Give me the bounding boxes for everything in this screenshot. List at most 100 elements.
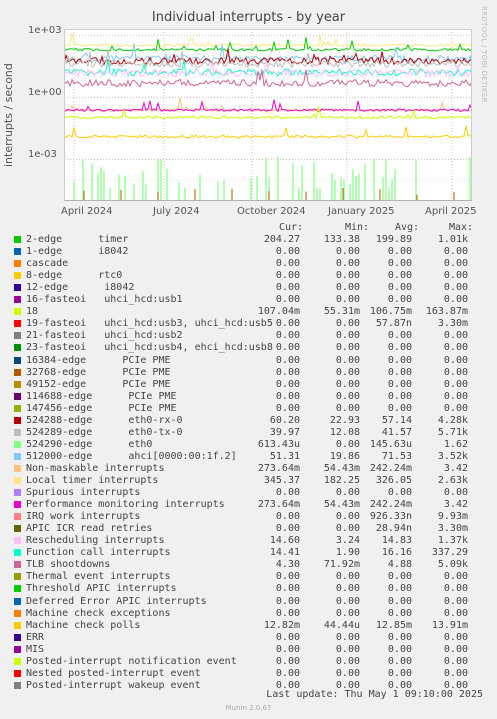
legend-min-value: 0.00 (335, 378, 360, 390)
legend-row: 147456-edge PCIe PME 0.00 0.00 0.00 0.00 (14, 403, 494, 415)
legend-avg-value: 0.00 (387, 583, 412, 595)
legend-avg-value: 16.16 (381, 547, 412, 559)
legend-label: 12-edge i8042 (26, 282, 135, 294)
col-header-min: Min: (345, 222, 370, 233)
legend-row: Performance monitoring interrupts 273.64m… (14, 499, 494, 511)
legend-cur-value: 0.00 (275, 511, 300, 523)
y-tick-label: 1e+00 (28, 87, 62, 98)
legend-label: 512000-edge ahci[0000:00:1f.2] (26, 450, 237, 462)
legend-swatch (14, 236, 21, 243)
legend-label: Function call interrupts (26, 547, 171, 559)
legend-max-value: 0.00 (443, 378, 468, 390)
legend-label: Machine check polls (26, 619, 141, 631)
legend-cur-value: 12.82m (263, 619, 300, 631)
legend-label: IRQ work interrupts (26, 511, 141, 523)
legend-label: 23-fasteoi uhci_hcd:usb4, ehci_hcd:usb8 (26, 342, 273, 354)
legend-cur-value: 273.64m (257, 499, 300, 511)
legend-cur-value: 0.00 (275, 643, 300, 655)
legend-max-value: 163.87m (425, 306, 468, 318)
legend-max-value: 3.30m (437, 523, 468, 535)
legend-max-value: 1.01k (437, 234, 468, 245)
legend-swatch (14, 573, 21, 581)
legend-min-value: 0.00 (335, 583, 360, 595)
legend-swatch (14, 633, 21, 641)
legend-min-value: 54.43m (323, 462, 360, 474)
legend-cur-value: 0.00 (275, 246, 300, 258)
legend-min-value: 44.44u (323, 619, 360, 631)
legend-label: 524290-edge eth0 (26, 438, 153, 450)
legend-row: 2-edge timer 204.27 133.38 199.89 1.01k (14, 234, 494, 246)
legend-max-value: 0.00 (443, 595, 468, 607)
legend-label: 19-fasteoi uhci_hcd:usb3, uhci_hcd:usb5 (26, 318, 273, 330)
x-tick-label: April 2024 (61, 206, 113, 217)
legend-swatch (14, 452, 21, 460)
legend-min-value: 0.00 (335, 390, 360, 402)
legend-min-value: 0.00 (335, 571, 360, 583)
legend-row: 16-fasteoi uhci_hcd:usb1 0.00 0.00 0.00 0.00 (14, 294, 494, 306)
legend-swatch (14, 657, 21, 665)
legend-avg-value: 0.00 (387, 330, 412, 342)
legend-max-value: 3.30m (437, 318, 468, 330)
legend-cur-value: 0.00 (275, 354, 300, 366)
legend-max-value: 2.63k (437, 475, 468, 486)
legend-max-value: 0.00 (443, 342, 468, 354)
legend-max-value: 5.71k (437, 426, 468, 438)
legend-label: Non-maskable interrupts (26, 462, 165, 474)
legend-label: 16-fasteoi uhci_hcd:usb1 (26, 294, 183, 306)
legend-max-value: 0.00 (443, 583, 468, 595)
legend-max-value: 0.00 (443, 607, 468, 619)
legend-swatch (14, 260, 21, 268)
legend-row: 21-fasteoi uhci_hcd:usb2 0.00 0.00 0.00 0.00 (14, 330, 494, 342)
series-line (64, 60, 472, 79)
plot-area (64, 29, 472, 201)
legend-min-value: 12.08 (329, 426, 360, 438)
legend-row: 512000-edge ahci[0000:00:1f.2] 51.31 19.86… (14, 451, 494, 463)
legend-min-value: 0.00 (335, 258, 360, 270)
legend-avg-value: 0.00 (387, 679, 412, 691)
legend-avg-value: 199.89 (375, 234, 412, 245)
legend-swatch (14, 549, 21, 557)
legend-swatch (14, 585, 21, 593)
legend-swatch (14, 561, 21, 569)
legend-row: 8-edge rtc0 0.00 0.00 0.00 0.00 (14, 270, 494, 282)
series-line (64, 50, 472, 69)
legend-avg-value: 106.75m (369, 306, 412, 318)
legend-max-value: 5.09k (437, 559, 468, 571)
legend-max-value: 0.00 (443, 354, 468, 366)
legend-row: APIC ICR read retries 0.00 0.00 28.94n 3.30m (14, 523, 494, 535)
legend-swatch (14, 669, 21, 677)
legend-row: ERR 0.00 0.00 0.00 0.00 (14, 632, 494, 644)
x-tick-label: July 2024 (153, 206, 200, 217)
legend-label: MIS (26, 643, 45, 655)
legend-row: Posted-interrupt notification event 0.00 0… (14, 656, 494, 668)
x-tick-label: January 2025 (328, 206, 395, 217)
legend-label: 147456-edge PCIe PME (26, 402, 177, 414)
legend-max-value: 0.00 (443, 330, 468, 342)
legend-avg-value: 0.00 (387, 282, 412, 294)
legend-min-value: 0.00 (335, 631, 360, 643)
legend-avg-value: 0.00 (387, 258, 412, 270)
y-tick-label: 1e-03 (28, 149, 57, 160)
legend-label: 21-fasteoi uhci_hcd:usb2 (26, 330, 183, 342)
legend-min-value: 182.25 (323, 475, 360, 486)
legend-min-value: 0.00 (335, 270, 360, 282)
legend-row: 19-fasteoi uhci_hcd:usb3, uhci_hcd:usb5 0… (14, 318, 494, 330)
legend-label: Deferred Error APIC interrupts (26, 595, 207, 607)
legend-avg-value: 57.87n (375, 318, 412, 330)
munin-version: Munin 2.0.67 (225, 704, 272, 712)
legend-avg-value: 0.00 (387, 667, 412, 679)
legend-max-value: 0.00 (443, 246, 468, 258)
legend-row: Machine check exceptions 0.00 0.00 0.00 0.00 (14, 608, 494, 620)
legend-row: 114688-edge PCIe PME 0.00 0.00 0.00 0.00 (14, 391, 494, 403)
legend-cur-value: 345.37 (263, 475, 300, 486)
legend-swatch (14, 296, 21, 304)
legend-row: Machine check polls 12.82m 44.44u 12.85m 13.… (14, 620, 494, 632)
legend-swatch (14, 428, 21, 436)
legend-swatch (14, 368, 21, 376)
legend-min-value: 133.38 (323, 234, 360, 245)
legend-avg-value: 28.94n (375, 523, 412, 535)
legend-cur-value: 51.31 (269, 450, 300, 462)
legend-label: 32768-edge PCIe PME (26, 366, 171, 378)
legend-swatch (14, 440, 21, 448)
legend-avg-value: 0.00 (387, 354, 412, 366)
